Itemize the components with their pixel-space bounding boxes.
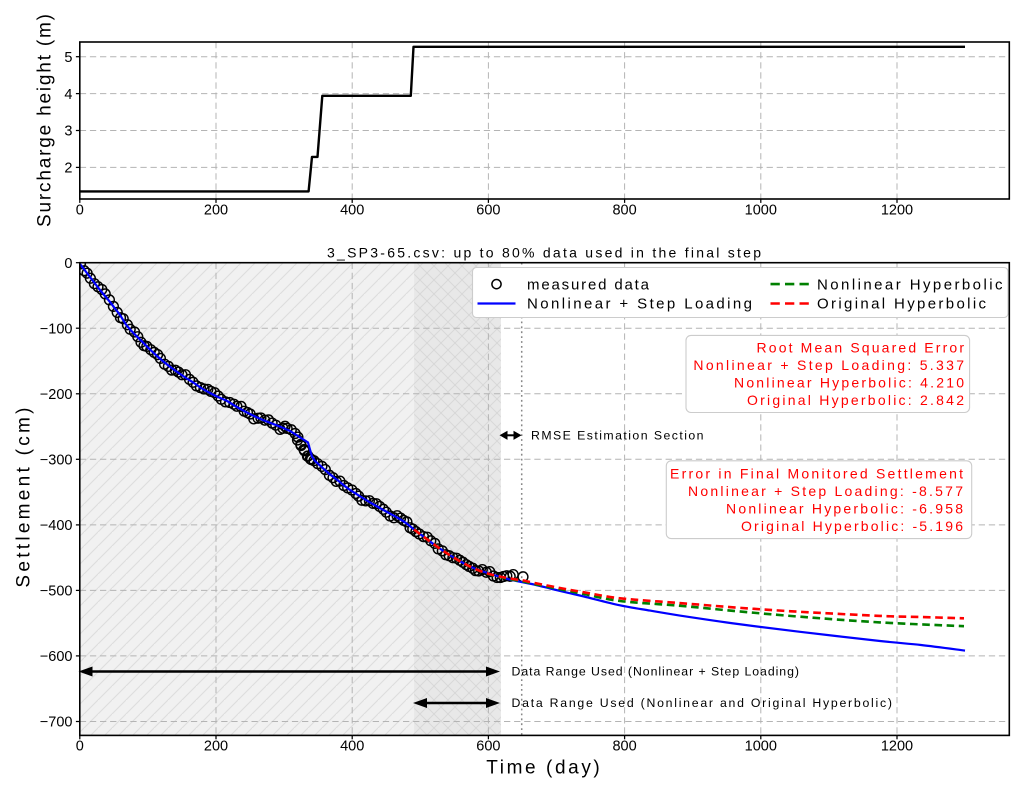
svg-text:200: 200 [204, 203, 228, 219]
svg-text:−200: −200 [40, 387, 73, 403]
svg-text:−300: −300 [40, 453, 73, 469]
svg-text:5: 5 [64, 50, 72, 66]
svg-text:RMSE Estimation Section: RMSE Estimation Section [531, 429, 704, 443]
svg-text:Data Range Used (Nonlinear and: Data Range Used (Nonlinear and Original … [512, 696, 893, 710]
svg-text:Nonlinear + Step Loading: -8.5: Nonlinear + Step Loading: -8.577 [688, 483, 963, 499]
svg-text:−400: −400 [40, 518, 73, 534]
svg-text:Nonlinear Hyperbolic: Nonlinear Hyperbolic [817, 276, 1003, 293]
svg-text:2: 2 [64, 161, 72, 177]
svg-text:Nonlinear Hyperbolic: 4.210: Nonlinear Hyperbolic: 4.210 [734, 375, 964, 391]
svg-text:1200: 1200 [881, 739, 913, 755]
svg-text:200: 200 [204, 739, 228, 755]
svg-text:measured data: measured data [527, 276, 650, 293]
svg-text:600: 600 [476, 739, 500, 755]
svg-text:−600: −600 [40, 649, 73, 665]
svg-text:1000: 1000 [745, 203, 777, 219]
svg-text:4: 4 [64, 87, 72, 103]
svg-text:−700: −700 [40, 715, 73, 731]
svg-text:800: 800 [612, 739, 636, 755]
svg-text:Data Range Used (Nonlinear + S: Data Range Used (Nonlinear + Step Loadin… [512, 665, 800, 679]
svg-text:600: 600 [476, 203, 500, 219]
svg-text:Nonlinear + Step Loading: Nonlinear + Step Loading [527, 296, 752, 313]
svg-text:Original Hyperbolic: 2.842: Original Hyperbolic: 2.842 [747, 392, 964, 408]
svg-text:Surcharge height (m): Surcharge height (m) [35, 14, 56, 227]
svg-text:400: 400 [340, 203, 364, 219]
svg-text:0: 0 [64, 256, 72, 272]
svg-text:3: 3 [64, 124, 72, 140]
svg-text:−100: −100 [40, 321, 73, 337]
svg-text:Time (day): Time (day) [486, 758, 600, 779]
svg-text:Nonlinear + Step Loading: 5.33: Nonlinear + Step Loading: 5.337 [693, 357, 964, 373]
svg-text:800: 800 [612, 203, 636, 219]
svg-text:3_SP3-65.csv: up to 80% data u: 3_SP3-65.csv: up to 80% data used in the… [327, 245, 761, 261]
svg-text:1000: 1000 [745, 739, 777, 755]
svg-text:−500: −500 [40, 584, 73, 600]
svg-text:Nonlinear Hyperbolic: -6.958: Nonlinear Hyperbolic: -6.958 [726, 501, 963, 517]
svg-text:400: 400 [340, 739, 364, 755]
svg-text:0: 0 [76, 739, 84, 755]
svg-text:0: 0 [76, 203, 84, 219]
svg-text:Error in Final Monitored Settl: Error in Final Monitored Settlement [670, 466, 963, 482]
svg-text:1200: 1200 [881, 203, 913, 219]
